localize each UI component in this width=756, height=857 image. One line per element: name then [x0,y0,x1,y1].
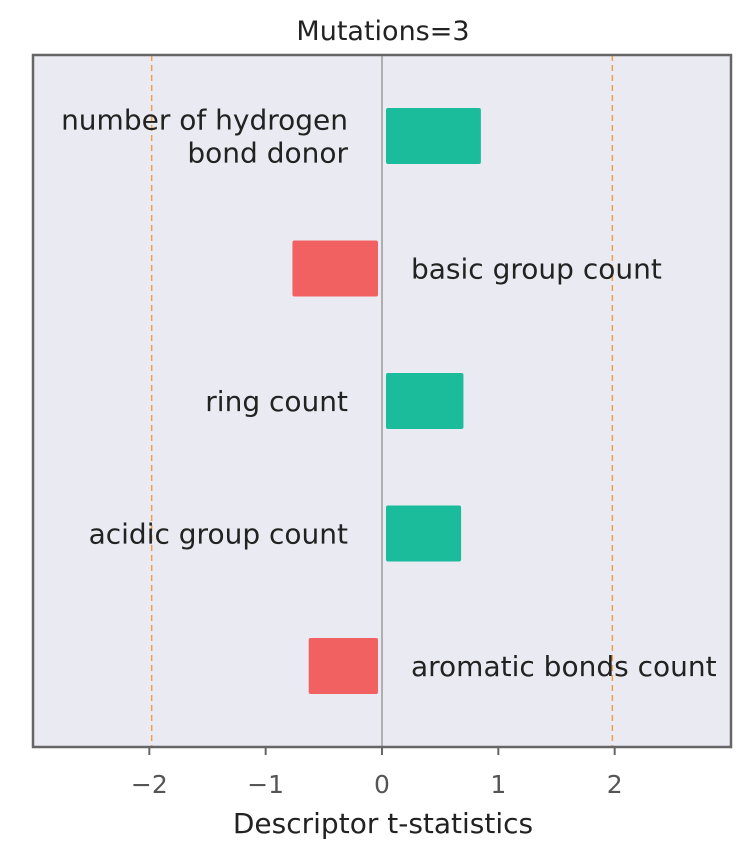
bar-3 [386,505,462,562]
bar-label-3: acidic group count [89,518,348,551]
bar-label-line: basic group count [411,253,662,286]
bar-label-2: ring count [205,385,348,418]
chart-title: Mutations=3 [296,16,469,47]
bar-label-line: acidic group count [89,518,348,551]
bars [292,108,481,694]
bar-label-0: number of hydrogen bond donor [61,104,348,170]
bar-label-4: aromatic bonds count [411,650,717,683]
x-ticks: −2 −1 0 1 2 [131,747,623,799]
bar-2 [386,373,464,429]
bar-label-line: ring count [205,385,348,418]
x-tick-label: 0 [374,770,390,799]
x-tick-label: −1 [247,770,284,799]
bar-label-line: bond donor [187,137,348,170]
x-axis-label: Descriptor t-statistics [233,807,533,840]
bar-4 [308,638,378,694]
bar-1 [292,240,378,297]
x-tick-label: 1 [490,770,506,799]
bar-labels: number of hydrogen bond donor basic group … [61,104,717,684]
x-tick-label: −2 [131,770,168,799]
threshold-lines [150,55,614,747]
bar-0 [386,108,481,164]
bar-label-1: basic group count [411,253,662,286]
bar-label-line: aromatic bonds count [411,650,717,683]
bar-label-line: number of hydrogen [61,104,348,137]
x-tick-label: 2 [607,770,623,799]
